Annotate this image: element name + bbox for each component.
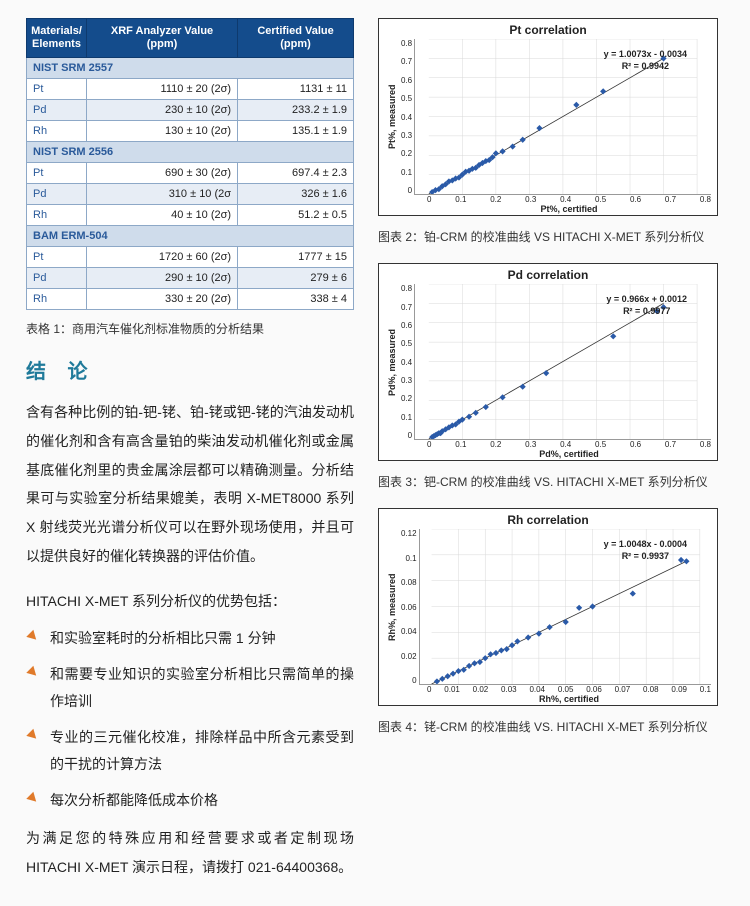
table-row: Rh330 ± 20 (2σ)338 ± 4 (27, 289, 354, 310)
chart-equation: y = 0.966x + 0.0012R² = 0.9977 (606, 294, 687, 317)
table-row: Pd290 ± 10 (2σ)279 ± 6 (27, 268, 354, 289)
table-cell: 290 ± 10 (2σ) (87, 268, 238, 289)
table-row: Pt1720 ± 60 (2σ)1777 ± 15 (27, 247, 354, 268)
y-axis-label: Pd%, measured (385, 284, 399, 440)
table-row: Pd230 ± 10 (2σ)233.2 ± 1.9 (27, 100, 354, 121)
chart-title: Pt correlation (385, 23, 711, 37)
x-axis-label: Pt%, certified (427, 204, 711, 214)
table-row: Pt1110 ± 20 (2σ)1131 ± 11 (27, 79, 354, 100)
table-cell: Pd (27, 268, 87, 289)
y-ticks: 0.80.70.60.50.40.30.20.10 (399, 284, 414, 440)
table-row: Pd310 ± 10 (2σ326 ± 1.6 (27, 184, 354, 205)
conclusion-paragraph: 含有各种比例的铂-钯-铑、铂-铑或钯-铑的汽油发动机的催化剂和含有高含量铂的柴油… (26, 398, 354, 570)
table-cell: 1131 ± 11 (238, 79, 354, 100)
advantages-list: 和实验室耗时的分析相比只需 1 分钟和需要专业知识的实验室分析相比只需简单的操作… (26, 625, 354, 815)
table-cell: 230 ± 10 (2σ) (87, 100, 238, 121)
table-cell: 330 ± 20 (2σ) (87, 289, 238, 310)
table-cell: Pt (27, 79, 87, 100)
chart-caption: 图表 2：铂-CRM 的校准曲线 VS HITACHI X-MET 系列分析仪 (378, 228, 718, 247)
table-cell: Pd (27, 184, 87, 205)
chart-equation: y = 1.0048x - 0.0004R² = 0.9937 (604, 539, 687, 562)
chart-caption: 图表 4：铑-CRM 的校准曲线 VS. HITACHI X-MET 系列分析仪 (378, 718, 718, 737)
table-cell: Pt (27, 247, 87, 268)
table-row: Rh130 ± 10 (2σ)135.1 ± 1.9 (27, 121, 354, 142)
correlation-chart: Rh correlation y = 1.0048x - 0.0004R² = 0… (378, 508, 718, 706)
chart-equation: y = 1.0073x - 0.0034R² = 0.9942 (604, 49, 687, 72)
list-item: 和实验室耗时的分析相比只需 1 分钟 (28, 625, 354, 652)
x-ticks: 00.010.020.030.040.050.060.070.080.090.1 (427, 685, 711, 694)
table-caption: 表格 1：商用汽车催化剂标准物质的分析结果 (26, 320, 354, 337)
table-cell: 338 ± 4 (238, 289, 354, 310)
x-ticks: 00.10.20.30.40.50.60.70.8 (427, 440, 711, 449)
table-row: Pt690 ± 30 (2σ)697.4 ± 2.3 (27, 163, 354, 184)
table-cell: 135.1 ± 1.9 (238, 121, 354, 142)
correlation-chart: Pd correlation y = 0.966x + 0.0012R² = 0.… (378, 263, 718, 461)
table-cell: 130 ± 10 (2σ) (87, 121, 238, 142)
table-cell: 697.4 ± 2.3 (238, 163, 354, 184)
chart-title: Rh correlation (385, 513, 711, 527)
table-section: NIST SRM 2556 (27, 142, 354, 163)
x-axis-label: Rh%, certified (427, 694, 711, 704)
table-cell: Pd (27, 100, 87, 121)
table-cell: 1777 ± 15 (238, 247, 354, 268)
table-row: Rh40 ± 10 (2σ)51.2 ± 0.5 (27, 205, 354, 226)
advantages-lead: HITACHI X-MET 系列分析仪的优势包括： (26, 587, 354, 615)
table-header: Materials/Elements (27, 19, 87, 58)
table-cell: 40 ± 10 (2σ) (87, 205, 238, 226)
list-item: 和需要专业知识的实验室分析相比只需简单的操作培训 (28, 661, 354, 714)
table-section: NIST SRM 2557 (27, 58, 354, 79)
table-cell: Rh (27, 205, 87, 226)
closing-paragraph: 为满足您的特殊应用和经营要求或者定制现场 HITACHI X-MET 演示日程，… (26, 824, 354, 881)
table-cell: 690 ± 30 (2σ) (87, 163, 238, 184)
table-cell: 310 ± 10 (2σ (87, 184, 238, 205)
table-cell: Rh (27, 289, 87, 310)
table-section: BAM ERM-504 (27, 226, 354, 247)
table-cell: 1720 ± 60 (2σ) (87, 247, 238, 268)
list-item: 专业的三元催化校准，排除样品中所含元素受到的干扰的计算方法 (28, 724, 354, 777)
list-item: 每次分析都能降低成本价格 (28, 787, 354, 814)
y-ticks: 0.80.70.60.50.40.30.20.10 (399, 39, 414, 195)
correlation-chart: Pt correlation y = 1.0073x - 0.0034R² = 0… (378, 18, 718, 216)
table-header: XRF Analyzer Value(ppm) (87, 19, 238, 58)
table-cell: 1110 ± 20 (2σ) (87, 79, 238, 100)
chart-caption: 图表 3：钯-CRM 的校准曲线 VS. HITACHI X-MET 系列分析仪 (378, 473, 718, 492)
conclusion-heading: 结 论 (26, 355, 354, 384)
table-cell: Pt (27, 163, 87, 184)
table-cell: 326 ± 1.6 (238, 184, 354, 205)
table-cell: Rh (27, 121, 87, 142)
results-table: Materials/ElementsXRF Analyzer Value(ppm… (26, 18, 354, 310)
table-cell: 233.2 ± 1.9 (238, 100, 354, 121)
y-ticks: 0.120.10.080.060.040.020 (399, 529, 419, 685)
table-header: Certified Value(ppm) (238, 19, 354, 58)
x-ticks: 00.10.20.30.40.50.60.70.8 (427, 195, 711, 204)
y-axis-label: Rh%, measured (385, 529, 399, 685)
y-axis-label: Pt%, measured (385, 39, 399, 195)
table-cell: 51.2 ± 0.5 (238, 205, 354, 226)
x-axis-label: Pd%, certified (427, 449, 711, 459)
table-cell: 279 ± 6 (238, 268, 354, 289)
chart-title: Pd correlation (385, 268, 711, 282)
